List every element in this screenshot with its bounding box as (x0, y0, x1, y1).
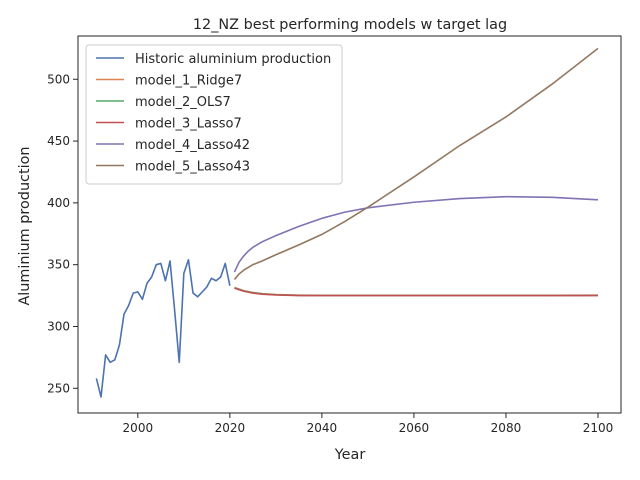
x-tick-label: 2100 (583, 421, 614, 435)
x-tick-label: 2000 (123, 421, 154, 435)
y-tick-label: 450 (47, 134, 70, 148)
legend: Historic aluminium production model_1_Rid… (85, 44, 343, 185)
legend-label: model_2_OLS7 (135, 95, 231, 110)
y-tick-label: 350 (47, 258, 70, 272)
legend-label: Historic aluminium production (135, 52, 331, 67)
x-axis-ticks: 2000 2020 2040 2060 2080 2100 (123, 413, 614, 435)
axes-frame (77, 35, 622, 414)
legend-box (85, 44, 343, 185)
y-axis-ticks: 250 300 350 400 450 500 (47, 72, 78, 395)
series-group (95, 47, 599, 398)
legend-label: model_4_Lasso42 (135, 138, 250, 153)
y-tick-label: 250 (47, 381, 70, 395)
chart-title: 12_NZ best performing models w target la… (193, 17, 507, 33)
x-axis-label: Year (334, 447, 366, 463)
x-tick-label: 2040 (307, 421, 338, 435)
series-line-5 (233, 195, 599, 273)
plot-area: 2000 2020 2040 2060 2080 2100 250 300 350 400 450… (47, 35, 622, 435)
x-tick-label: 2060 (399, 421, 430, 435)
y-axis-label: Aluminium production (17, 146, 33, 305)
series-line-6 (233, 47, 599, 281)
series-line-4 (234, 287, 598, 297)
y-tick-label: 400 (47, 196, 70, 210)
x-tick-label: 2020 (215, 421, 246, 435)
series-line-1 (95, 258, 231, 398)
legend-label: model_5_Lasso43 (135, 160, 250, 175)
y-tick-label: 500 (47, 72, 70, 86)
legend-label: model_1_Ridge7 (135, 74, 242, 89)
x-tick-label: 2080 (491, 421, 522, 435)
legend-label: model_3_Lasso7 (135, 117, 242, 132)
y-tick-label: 300 (47, 319, 70, 333)
